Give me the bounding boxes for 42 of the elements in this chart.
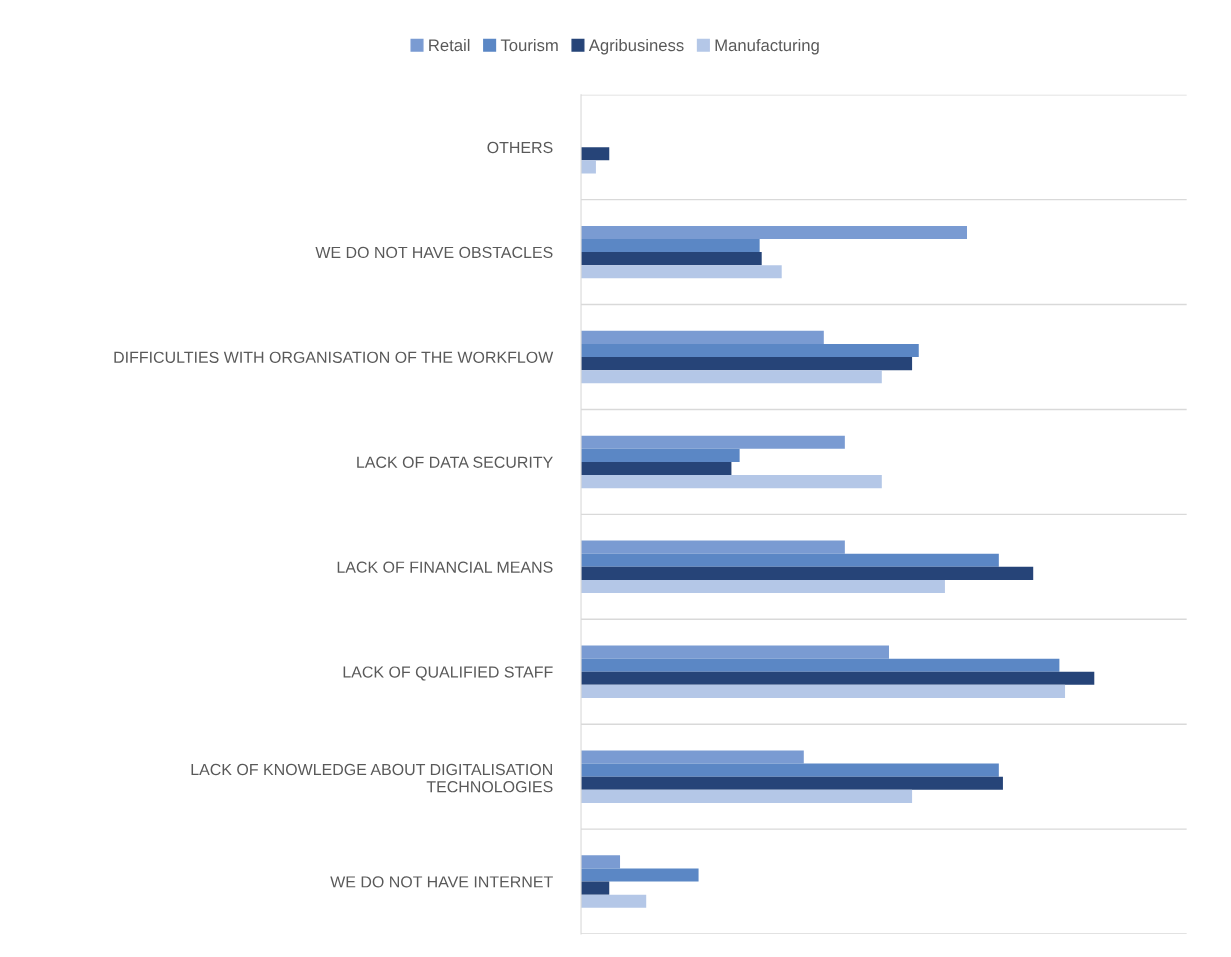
bar	[581, 855, 621, 869]
bar	[581, 461, 732, 476]
y-tick-label: LACK OF QUALIFIED STAFF	[343, 666, 553, 681]
bar	[581, 160, 596, 174]
bar	[581, 343, 919, 358]
bar	[581, 645, 889, 659]
legend-label: Retail	[429, 38, 470, 52]
y-tick-label: LACK OF DATA SECURITY	[357, 456, 553, 468]
y-tick-label: LACK OF FINANCIAL MEANS	[337, 561, 553, 573]
bar	[581, 750, 804, 764]
bar	[581, 579, 945, 594]
bar	[581, 357, 913, 371]
bar	[581, 881, 610, 895]
legend-label: Agribusiness	[588, 38, 684, 55]
bar	[581, 658, 1060, 672]
y-tick-label: DIFFICULTIES WITH ORGANISATION OF THE WORKFLOW	[114, 351, 554, 363]
y-tick-label: OTHERS	[487, 141, 553, 154]
bar	[581, 684, 1066, 698]
bar	[581, 566, 1034, 580]
bar	[581, 475, 882, 489]
bar	[581, 225, 968, 239]
bar	[581, 763, 999, 777]
bar	[581, 252, 762, 266]
bar	[581, 894, 647, 908]
legend-label: Manufacturing	[715, 38, 819, 55]
bar	[581, 239, 760, 253]
bar	[581, 448, 740, 462]
legend-label: Tourism	[500, 38, 558, 52]
y-tick-label: WE DO NOT HAVE OBSTACLES	[315, 246, 553, 259]
bar	[581, 789, 913, 803]
bar	[581, 370, 882, 384]
bar	[581, 776, 1003, 790]
bar	[581, 265, 782, 279]
bar	[581, 330, 824, 344]
bar	[581, 553, 999, 567]
bar	[581, 435, 845, 449]
bar	[581, 671, 1095, 685]
y-tick-label: LACK OF KNOWLEDGE ABOUT DIGITALISATION TECHNOLOGIES	[191, 763, 553, 793]
y-tick-label: WE DO NOT HAVE INTERNET	[330, 876, 553, 888]
bar	[581, 147, 610, 161]
bar	[581, 540, 845, 554]
bar	[581, 868, 699, 882]
